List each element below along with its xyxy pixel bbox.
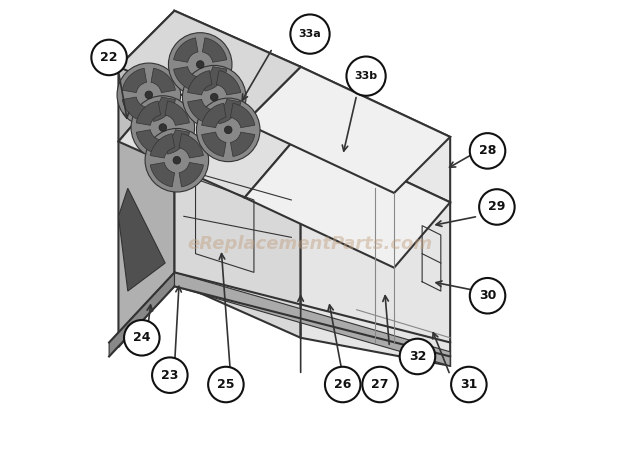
Wedge shape <box>136 130 161 154</box>
Circle shape <box>451 367 487 402</box>
Text: 31: 31 <box>460 378 477 391</box>
Circle shape <box>347 56 386 96</box>
Circle shape <box>124 320 159 355</box>
Wedge shape <box>136 101 161 125</box>
Circle shape <box>470 278 505 313</box>
Wedge shape <box>188 99 212 124</box>
Circle shape <box>479 189 515 225</box>
Wedge shape <box>165 130 190 154</box>
Text: 30: 30 <box>479 289 496 302</box>
Polygon shape <box>118 11 174 141</box>
Polygon shape <box>118 188 165 291</box>
Wedge shape <box>202 103 226 128</box>
Text: 32: 32 <box>409 350 426 363</box>
Circle shape <box>362 367 398 402</box>
Text: 29: 29 <box>488 201 505 213</box>
Wedge shape <box>231 132 255 157</box>
Circle shape <box>152 357 188 393</box>
Polygon shape <box>244 132 450 268</box>
Wedge shape <box>202 67 227 91</box>
Wedge shape <box>216 70 241 95</box>
Circle shape <box>197 61 204 68</box>
Wedge shape <box>188 70 212 95</box>
Circle shape <box>325 367 360 402</box>
Polygon shape <box>301 132 450 366</box>
Polygon shape <box>174 273 450 366</box>
Wedge shape <box>151 68 175 93</box>
Circle shape <box>173 157 180 164</box>
Wedge shape <box>202 38 227 62</box>
Circle shape <box>145 128 208 192</box>
Wedge shape <box>122 68 146 93</box>
Circle shape <box>210 94 218 101</box>
Text: 28: 28 <box>479 144 496 157</box>
Circle shape <box>182 65 246 129</box>
Wedge shape <box>216 99 241 124</box>
Circle shape <box>169 33 232 96</box>
Text: 27: 27 <box>371 378 389 391</box>
Wedge shape <box>174 38 198 62</box>
Wedge shape <box>231 103 255 128</box>
Wedge shape <box>165 101 190 125</box>
Wedge shape <box>122 97 146 121</box>
Circle shape <box>117 63 180 126</box>
Text: 25: 25 <box>217 378 234 391</box>
Wedge shape <box>174 67 198 91</box>
Circle shape <box>400 339 435 374</box>
Polygon shape <box>118 76 301 197</box>
Polygon shape <box>301 67 450 202</box>
Circle shape <box>470 133 505 169</box>
Text: 33a: 33a <box>299 29 321 39</box>
Circle shape <box>197 98 260 162</box>
Polygon shape <box>118 11 301 123</box>
Polygon shape <box>244 67 450 193</box>
Circle shape <box>159 124 167 131</box>
Wedge shape <box>150 133 175 158</box>
Text: 23: 23 <box>161 368 179 382</box>
Text: eReplacementParts.com: eReplacementParts.com <box>187 235 433 253</box>
Polygon shape <box>109 273 174 356</box>
Polygon shape <box>174 76 301 338</box>
Circle shape <box>145 91 153 99</box>
Polygon shape <box>118 76 174 347</box>
Circle shape <box>91 39 127 75</box>
Text: 33b: 33b <box>355 71 378 81</box>
Wedge shape <box>179 163 203 187</box>
Circle shape <box>290 15 330 54</box>
Circle shape <box>224 126 232 133</box>
Wedge shape <box>151 97 175 121</box>
Wedge shape <box>150 163 175 187</box>
Text: 22: 22 <box>100 51 118 64</box>
Text: 26: 26 <box>334 378 352 391</box>
Circle shape <box>131 96 195 159</box>
Circle shape <box>208 367 244 402</box>
Polygon shape <box>174 11 301 132</box>
Text: 24: 24 <box>133 331 151 345</box>
Wedge shape <box>202 132 226 157</box>
Wedge shape <box>179 133 203 158</box>
